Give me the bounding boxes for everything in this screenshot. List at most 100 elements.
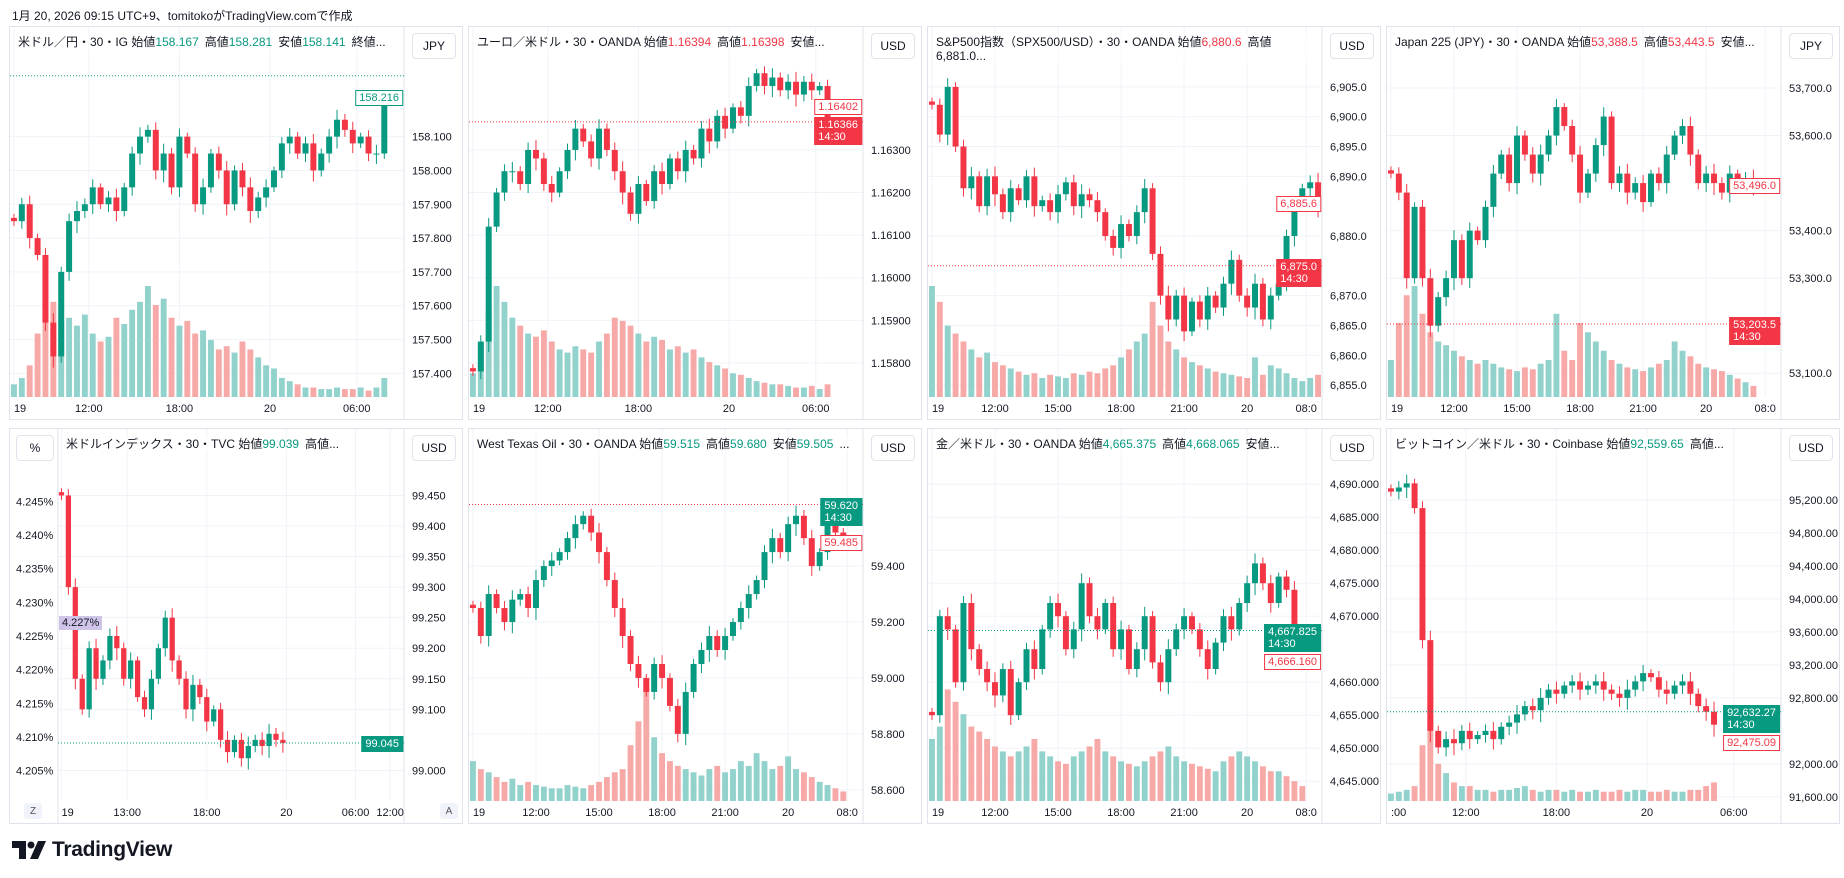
symbol-legend[interactable]: ビットコイン／米ドル・30・Coinbase 始値92,559.65 高値...: [1395, 437, 1724, 451]
volume-bar: [793, 769, 799, 801]
volume-bar: [976, 731, 983, 801]
chart-canvas[interactable]: 53,700.0 53,600.0 53,400.0 53,300.0 53,100.0…: [1387, 27, 1840, 420]
candle-body: [1236, 259, 1243, 296]
volume-bar: [501, 301, 508, 397]
symbol-legend[interactable]: 金／米ドル・30・OANDA 始値4,665.375 高値4,668.065 安値.…: [936, 437, 1280, 451]
chart-panel[interactable]: 95,200.00 94,800.00 94,400.00 94,000.00 93,6…: [1386, 428, 1840, 824]
chart-panel[interactable]: 6,905.0 6,900.0 6,895.0 6,890.0 6,880.0 6,870…: [927, 26, 1381, 420]
symbol-legend[interactable]: 米ドル／円・30・IG 始値158.167 高値158.281 安値158.141 終…: [18, 35, 386, 49]
volume-bar: [1585, 791, 1591, 801]
brand-name: TradingView: [52, 838, 173, 861]
currency-button[interactable]: USD: [1330, 33, 1374, 59]
candle-body: [1015, 188, 1022, 201]
volume-bar: [769, 769, 776, 801]
volume-bar: [176, 325, 183, 397]
volume-bar: [1388, 793, 1394, 801]
candle-body: [1267, 295, 1274, 320]
volume-bar: [627, 745, 634, 801]
symbol-legend[interactable]: 米ドルインデックス・30・TVC 始値99.039 高値...: [66, 437, 340, 451]
candle-body: [1204, 649, 1211, 669]
chart-canvas[interactable]: 99.450 99.400 99.350 99.300 99.250 99.200 99.1…: [10, 429, 463, 824]
price-axis-tick: 99.400: [412, 521, 446, 533]
price-axis-tick: 6,860.0: [1330, 350, 1367, 362]
candle-body: [1553, 107, 1560, 136]
chart-panel[interactable]: 1.16300 1.16200 1.16100 1.16000 1.15900 1.158…: [468, 26, 922, 420]
candle-body: [816, 86, 823, 91]
volume-bar: [745, 765, 752, 801]
volume-bar: [761, 761, 768, 801]
candle-body: [1647, 673, 1654, 678]
percent-scale-button[interactable]: %: [16, 435, 54, 461]
chart-canvas[interactable]: 59.400 59.200 59.000 58.800 58.600 19 12:00 15:…: [469, 429, 922, 824]
candle-body: [572, 524, 579, 539]
volume-bar: [1443, 773, 1450, 801]
candle-body: [991, 176, 998, 195]
time-axis-tick: 08:0: [1296, 807, 1317, 819]
chart-canvas[interactable]: 95,200.00 94,800.00 94,400.00 94,000.00 93,6…: [1387, 429, 1840, 824]
currency-button[interactable]: JPY: [412, 33, 456, 59]
symbol-legend[interactable]: Japan 225 (JPY)・30・OANDA 始値53,388.5 高値53,…: [1395, 35, 1755, 49]
price-axis-tick: 94,800.00: [1789, 528, 1838, 540]
zoom-reset-button[interactable]: Z: [24, 803, 42, 819]
price-axis-tick: 4,680.000: [1330, 545, 1379, 557]
candle-body: [270, 170, 277, 188]
price-axis-tick: 4,675.000: [1330, 578, 1379, 590]
candle-body: [588, 141, 595, 159]
chart-panel[interactable]: 99.450 99.400 99.350 99.300 99.250 99.200 99.1…: [9, 428, 463, 824]
currency-button[interactable]: USD: [871, 435, 915, 461]
tradingview-logo[interactable]: TradingView: [12, 838, 172, 862]
candle-body: [113, 197, 120, 212]
chart-panel[interactable]: 158.100 158.000 157.900 157.800 157.700 157.6…: [9, 26, 463, 420]
candle-body: [999, 194, 1006, 213]
chart-canvas[interactable]: 1.16300 1.16200 1.16100 1.16000 1.15900 1.158…: [469, 27, 922, 420]
candle-body: [1015, 682, 1022, 716]
price-axis-tick: 1.16000: [871, 273, 911, 285]
candle-body: [1291, 206, 1298, 236]
symbol-legend[interactable]: S&P500指数（SPX500/USD）・30・OANDA 始値6,880.6 高…: [936, 35, 1314, 63]
left-axis-tick: 4.210%: [16, 732, 54, 744]
currency-button[interactable]: JPY: [1789, 33, 1833, 59]
currency-button[interactable]: USD: [412, 435, 456, 461]
candle-body: [1537, 154, 1544, 174]
candle-body: [588, 515, 595, 533]
candle-body: [832, 524, 839, 533]
ohlc-value: 4,665.375: [1102, 437, 1157, 451]
chart-canvas[interactable]: 4,690.000 4,685.000 4,680.000 4,675.000 4,67…: [928, 429, 1381, 824]
chart-panel[interactable]: 59.400 59.200 59.000 58.800 58.600 19 12:00 15:…: [468, 428, 922, 824]
candle-body: [532, 580, 539, 609]
volume-bar: [1086, 371, 1093, 397]
price-axis-tick: 4,650.000: [1330, 743, 1379, 755]
volume-bar: [968, 349, 975, 397]
volume-bar: [1482, 789, 1489, 801]
candle-body: [469, 604, 476, 609]
volume-bar: [777, 384, 784, 397]
symbol-legend[interactable]: West Texas Oil・30・OANDA 始値59.515 高値59.680…: [477, 437, 850, 451]
chart-panel[interactable]: 4,690.000 4,685.000 4,680.000 4,675.000 4,67…: [927, 428, 1381, 824]
candle-body: [611, 580, 618, 609]
candle-body: [548, 184, 555, 193]
candle-body: [928, 711, 935, 716]
volume-bar: [485, 772, 492, 801]
candle-body: [263, 187, 270, 198]
volume-bar: [1703, 367, 1710, 397]
currency-button[interactable]: USD: [871, 33, 915, 59]
candle-body: [1584, 173, 1591, 193]
chart-canvas[interactable]: 6,905.0 6,900.0 6,895.0 6,890.0 6,880.0 6,870…: [928, 27, 1381, 420]
chart-panel[interactable]: 53,700.0 53,600.0 53,400.0 53,300.0 53,100.0…: [1386, 26, 1840, 420]
volume-bar: [929, 739, 935, 801]
volume-bar: [1388, 360, 1394, 397]
currency-button[interactable]: USD: [1789, 435, 1833, 461]
auto-scale-button[interactable]: A: [440, 803, 458, 819]
volume-bar: [651, 737, 658, 801]
candle-body: [698, 649, 705, 664]
candle-body: [1466, 230, 1473, 279]
currency-button[interactable]: USD: [1330, 435, 1374, 461]
volume-bar: [1055, 376, 1061, 397]
candle-body: [596, 532, 603, 553]
left-axis-tick: 4.240%: [16, 530, 54, 542]
volume-bar: [1181, 761, 1188, 801]
chart-canvas[interactable]: 158.100 158.000 157.900 157.800 157.700 157.6…: [10, 27, 463, 420]
ohlc-value: 53,388.5: [1591, 35, 1638, 49]
price-axis-tick: 4,685.000: [1330, 512, 1379, 524]
symbol-legend[interactable]: ユーロ／米ドル・30・OANDA 始値1.16394 高値1.16398 安値...: [477, 35, 825, 49]
